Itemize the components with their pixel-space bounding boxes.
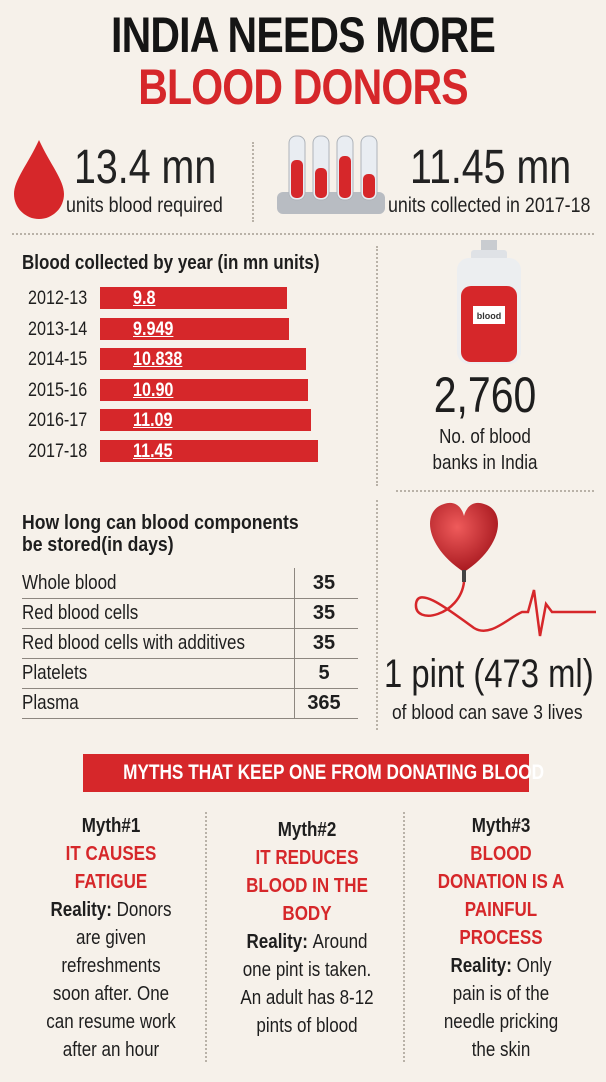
year-label: 2016-17 xyxy=(28,410,88,431)
chart-title: Blood collected by year (in mn units) xyxy=(22,252,320,274)
collected-value: 11.45 mn xyxy=(410,141,572,194)
storage-title-line2: be stored(in days) xyxy=(22,534,174,556)
year-label: 2017-18 xyxy=(28,440,88,462)
divider xyxy=(252,142,254,222)
required-label: units blood required xyxy=(66,194,223,217)
divider xyxy=(403,812,405,1062)
bar-2014-15 xyxy=(100,348,307,370)
reality-text: Reality: Only xyxy=(450,955,552,977)
blood-drop-icon xyxy=(14,140,64,219)
table-row: Plasma 365 xyxy=(22,688,358,719)
bar-value-label: 9.949 xyxy=(133,318,174,340)
blood-banks-value: 2,760 xyxy=(433,367,537,423)
table-row: Red blood cells 35 xyxy=(22,598,358,629)
year-label: 2014-15 xyxy=(28,349,88,370)
reality-text: after an hour xyxy=(62,1039,160,1061)
test-tubes-icon xyxy=(277,135,385,214)
reality-text: can resume work xyxy=(46,1011,176,1033)
reality-text: Reality: Donors xyxy=(50,899,172,921)
reality-text: Reality: Around xyxy=(246,931,368,953)
required-value: 13.4 mn xyxy=(74,141,217,194)
storage-days: 5 xyxy=(318,662,330,684)
component-name: Red blood cells xyxy=(22,602,139,624)
myth-text: DONATION IS A xyxy=(437,871,565,893)
divider xyxy=(12,233,594,235)
pint-value: 1 pint (473 ml) xyxy=(384,652,594,696)
year-label: 2012-13 xyxy=(28,288,88,309)
bar-2017-18 xyxy=(100,439,318,462)
myth-text: BLOOD xyxy=(470,843,532,865)
myth-text: BODY xyxy=(282,903,332,925)
component-name: Whole blood xyxy=(22,572,117,594)
myth-text: FATIGUE xyxy=(74,871,148,893)
bar-value-label: 11.09 xyxy=(133,410,173,431)
reality-text: An adult has 8-12 xyxy=(240,987,374,1009)
bar-2013-14 xyxy=(100,317,290,340)
divider xyxy=(396,490,594,492)
bar-value-label: 10.90 xyxy=(133,379,174,401)
reality-text: pain is of the xyxy=(452,983,550,1005)
myth-text: BLOOD IN THE xyxy=(246,875,368,897)
myth-text: IT CAUSES xyxy=(65,843,157,865)
myth-text: IT REDUCES xyxy=(255,847,359,869)
bag-label: blood xyxy=(477,311,502,321)
myth-label: Myth#1 xyxy=(81,815,141,837)
reality-label: Reality: xyxy=(246,931,308,953)
reality-text: soon after. One xyxy=(52,983,170,1005)
bar-2016-17 xyxy=(100,409,312,431)
component-name: Plasma xyxy=(22,692,79,714)
divider xyxy=(205,812,207,1062)
reality-text: needle pricking xyxy=(443,1011,559,1033)
reality-label: Reality: xyxy=(50,899,112,921)
storage-title-line1: How long can blood components xyxy=(22,512,299,534)
myth-label: Myth#2 xyxy=(277,819,337,841)
pint-label: of blood can save 3 lives xyxy=(392,702,583,724)
bar-value-label: 10.838 xyxy=(133,349,183,370)
myth-text: PAINFUL xyxy=(464,899,538,921)
divider xyxy=(376,500,378,730)
storage-days: 35 xyxy=(312,572,336,594)
blood-banks-label-1: No. of blood xyxy=(439,426,531,448)
myth-label: Myth#3 xyxy=(471,815,531,837)
bar-value-label: 9.8 xyxy=(133,288,156,309)
reality-text: one pint is taken. xyxy=(242,959,372,981)
collected-label: units collected in 2017-18 xyxy=(388,194,591,217)
myth-card-1: Myth#1 IT CAUSES FATIGUE Reality: Donors… xyxy=(26,812,196,1064)
table-row: Platelets 5 xyxy=(22,658,358,689)
component-name: Red blood cells with additives xyxy=(22,632,246,654)
table-row: Red blood cells with additives 35 xyxy=(22,628,358,659)
myth-text: PROCESS xyxy=(459,927,543,949)
storage-title: How long can blood components be stored(… xyxy=(22,512,299,556)
bar-2012-13 xyxy=(100,287,287,309)
component-name: Platelets xyxy=(22,662,88,684)
myth-card-3: Myth#3 BLOOD DONATION IS A PAINFUL PROCE… xyxy=(410,812,592,1064)
myths-banner: MYTHS THAT KEEP ONE FROM DONATING BLOOD xyxy=(83,754,545,792)
blood-bag-icon: blood xyxy=(457,240,521,364)
reality-label: Reality: xyxy=(450,955,512,977)
divider xyxy=(376,246,378,486)
heart-icon xyxy=(414,502,596,637)
bar-2015-16 xyxy=(100,378,308,401)
table-row: Whole blood 35 xyxy=(22,568,358,599)
storage-days: 35 xyxy=(312,632,336,654)
year-label: 2015-16 xyxy=(28,379,88,401)
bar-value-label: 11.45 xyxy=(133,440,173,462)
year-label: 2013-14 xyxy=(28,318,88,340)
reality-text: are given xyxy=(76,927,146,949)
myth-card-2: Myth#2 IT REDUCES BLOOD IN THE BODY Real… xyxy=(222,816,392,1040)
storage-days: 365 xyxy=(307,692,341,714)
page-title-line2: BLOOD DONORS xyxy=(138,59,468,115)
myths-banner-text: MYTHS THAT KEEP ONE FROM DONATING BLOOD xyxy=(123,761,545,784)
storage-days: 35 xyxy=(312,602,336,624)
page-title-line1: INDIA NEEDS MORE xyxy=(110,7,496,63)
blood-banks-label-2: banks in India xyxy=(432,452,538,474)
reality-text: pints of blood xyxy=(256,1015,358,1037)
reality-text: the skin xyxy=(471,1039,531,1061)
reality-text: refreshments xyxy=(61,955,161,977)
